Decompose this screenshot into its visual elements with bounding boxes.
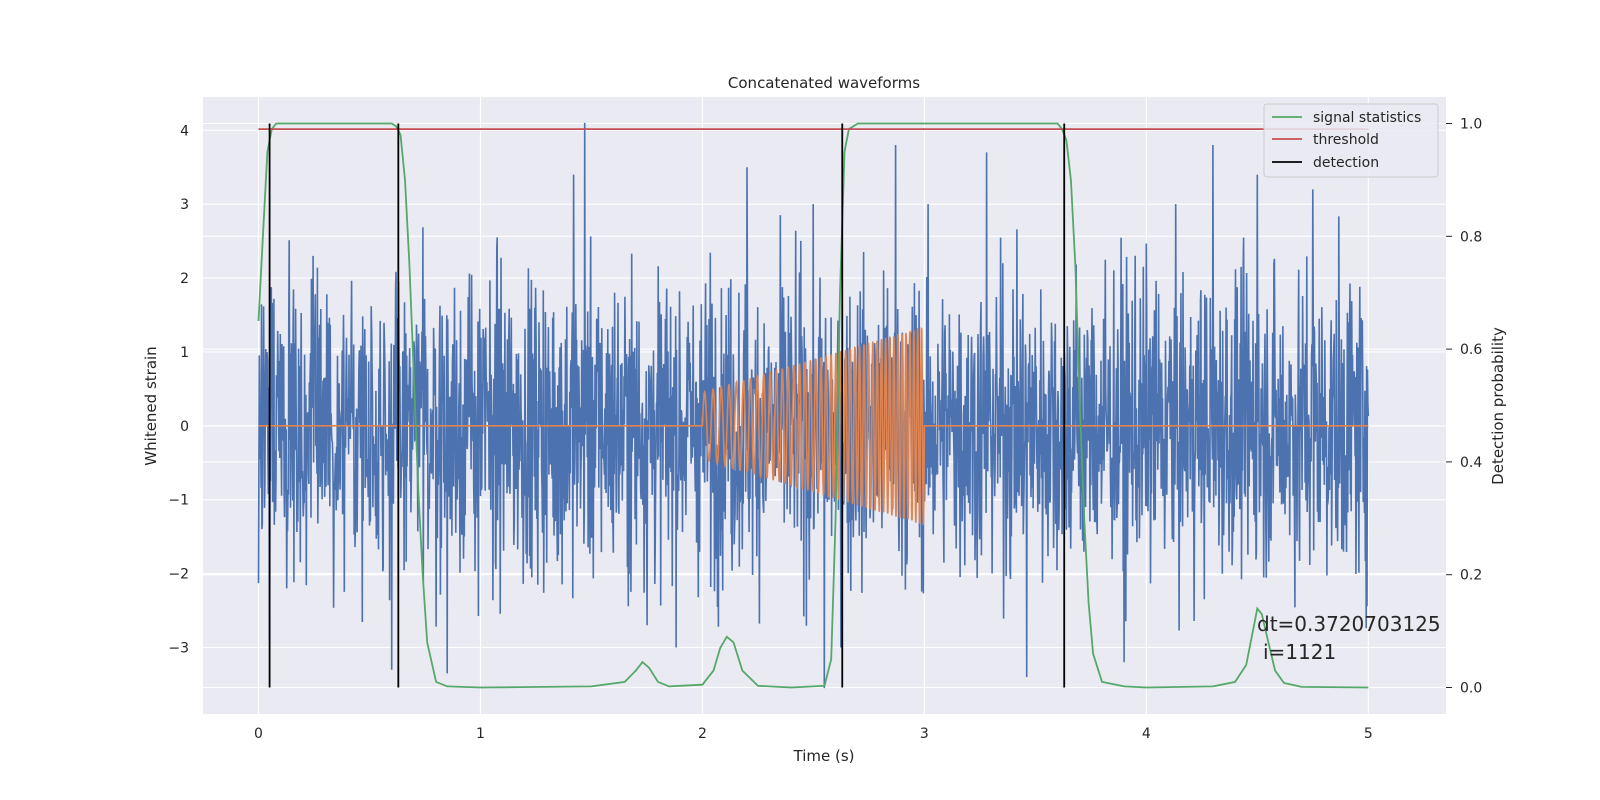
legend-label-detection: detection xyxy=(1313,155,1379,171)
x-tick-label: 3 xyxy=(920,726,929,742)
x-tick-label: 4 xyxy=(1142,726,1151,742)
x-axis-label: Time (s) xyxy=(793,747,855,765)
legend-label-threshold: threshold xyxy=(1313,132,1379,148)
y-tick-label: −1 xyxy=(168,493,189,509)
x-tick-label: 5 xyxy=(1364,726,1373,742)
annotation-dt: dt=0.3720703125 xyxy=(1257,612,1441,636)
y-tick-label: 4 xyxy=(180,123,189,139)
y2-axis-label: Detection probability xyxy=(1489,327,1507,485)
signal-statistics-line xyxy=(257,122,1369,689)
x-tick-label: 0 xyxy=(254,726,263,742)
legend: signal statistics threshold detection xyxy=(1263,103,1439,178)
injection-series-line xyxy=(258,326,1369,526)
y-axis-label: Whitened strain xyxy=(142,346,160,465)
chart-title: Concatenated waveforms xyxy=(728,74,920,92)
y2-tick-label: 0.6 xyxy=(1460,342,1482,358)
y-tick-label: 2 xyxy=(180,271,189,287)
x-tick-label: 1 xyxy=(476,726,485,742)
x-tick-label: 2 xyxy=(698,726,707,742)
y-tick-label: 3 xyxy=(180,197,189,213)
data-layer xyxy=(257,122,1370,689)
y-tick-label: 1 xyxy=(180,345,189,361)
y2-tick-label: 0.0 xyxy=(1460,680,1482,696)
noise-series-line xyxy=(257,122,1370,689)
y2-tick-label: 0.2 xyxy=(1460,568,1482,584)
tick-labels: 0 1 2 3 4 5 −3 −2 −1 0 1 2 3 4 0.0 0.2 0.4 0.6 0.8 1.0 xyxy=(168,117,1482,742)
legend-box xyxy=(1263,103,1439,178)
y2-tick-label: 0.4 xyxy=(1460,455,1482,471)
annotation: dt=0.3720703125 i=1121 xyxy=(1257,612,1441,664)
y-tick-label: −3 xyxy=(168,640,189,656)
y2-tick-label: 1.0 xyxy=(1460,117,1482,133)
y-tick-label: 0 xyxy=(180,419,189,435)
annotation-index: i=1121 xyxy=(1263,640,1336,664)
y2-tick-label: 0.8 xyxy=(1460,229,1482,245)
y-tick-label: −2 xyxy=(168,567,189,583)
legend-label-signal-statistics: signal statistics xyxy=(1313,110,1421,126)
